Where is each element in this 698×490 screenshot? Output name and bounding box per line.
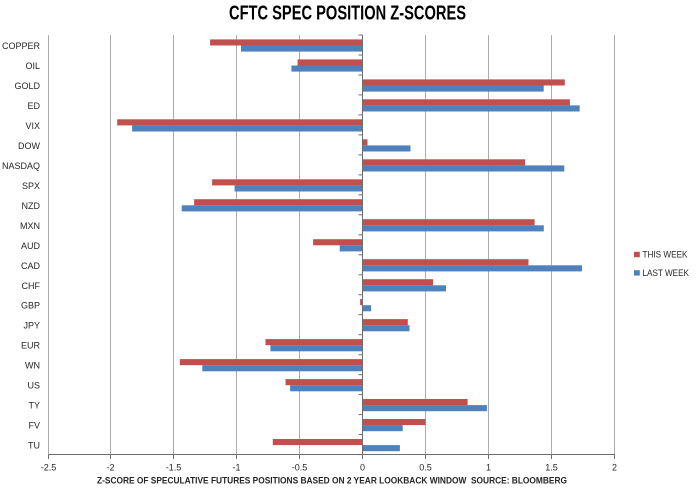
svg-text:-1.5: -1.5 [166,463,182,473]
svg-text:Z-SCORE OF SPECULATIVE FUTURES: Z-SCORE OF SPECULATIVE FUTURES POSITIONS… [97,476,567,486]
svg-text:1.5: 1.5 [545,463,558,473]
svg-text:VIX: VIX [25,121,40,131]
svg-text:2: 2 [612,463,617,473]
svg-text:JPY: JPY [23,321,40,331]
svg-text:-2.5: -2.5 [41,463,57,473]
svg-text:DOW: DOW [18,141,41,151]
svg-text:GOLD: GOLD [14,81,40,91]
svg-text:THIS WEEK: THIS WEEK [643,249,688,259]
svg-text:1: 1 [486,463,491,473]
svg-text:ED: ED [27,101,40,111]
svg-text:LAST WEEK: LAST WEEK [643,268,690,278]
svg-text:GBP: GBP [21,301,40,311]
svg-text:CAD: CAD [21,261,41,271]
svg-text:-1: -1 [232,463,240,473]
svg-text:SPX: SPX [22,181,40,191]
svg-text:NASDAQ: NASDAQ [2,161,40,171]
svg-text:TY: TY [28,401,40,411]
svg-text:EUR: EUR [21,341,41,351]
svg-text:AUD: AUD [21,241,41,251]
svg-text:FV: FV [28,421,40,431]
svg-text:MXN: MXN [20,221,40,231]
svg-text:COPPER: COPPER [2,41,41,51]
svg-text:NZD: NZD [22,201,41,211]
svg-text:TU: TU [28,441,40,451]
svg-text:CHF: CHF [22,281,41,291]
svg-text:US: US [27,381,40,391]
svg-text:CFTC SPEC POSITION Z-SCORES: CFTC SPEC POSITION Z-SCORES [229,3,466,25]
svg-text:0.5: 0.5 [419,463,432,473]
svg-text:OIL: OIL [25,61,40,71]
svg-text:-2: -2 [106,463,114,473]
svg-text:WN: WN [25,361,40,371]
svg-text:0: 0 [360,463,365,473]
svg-text:-0.5: -0.5 [292,463,308,473]
